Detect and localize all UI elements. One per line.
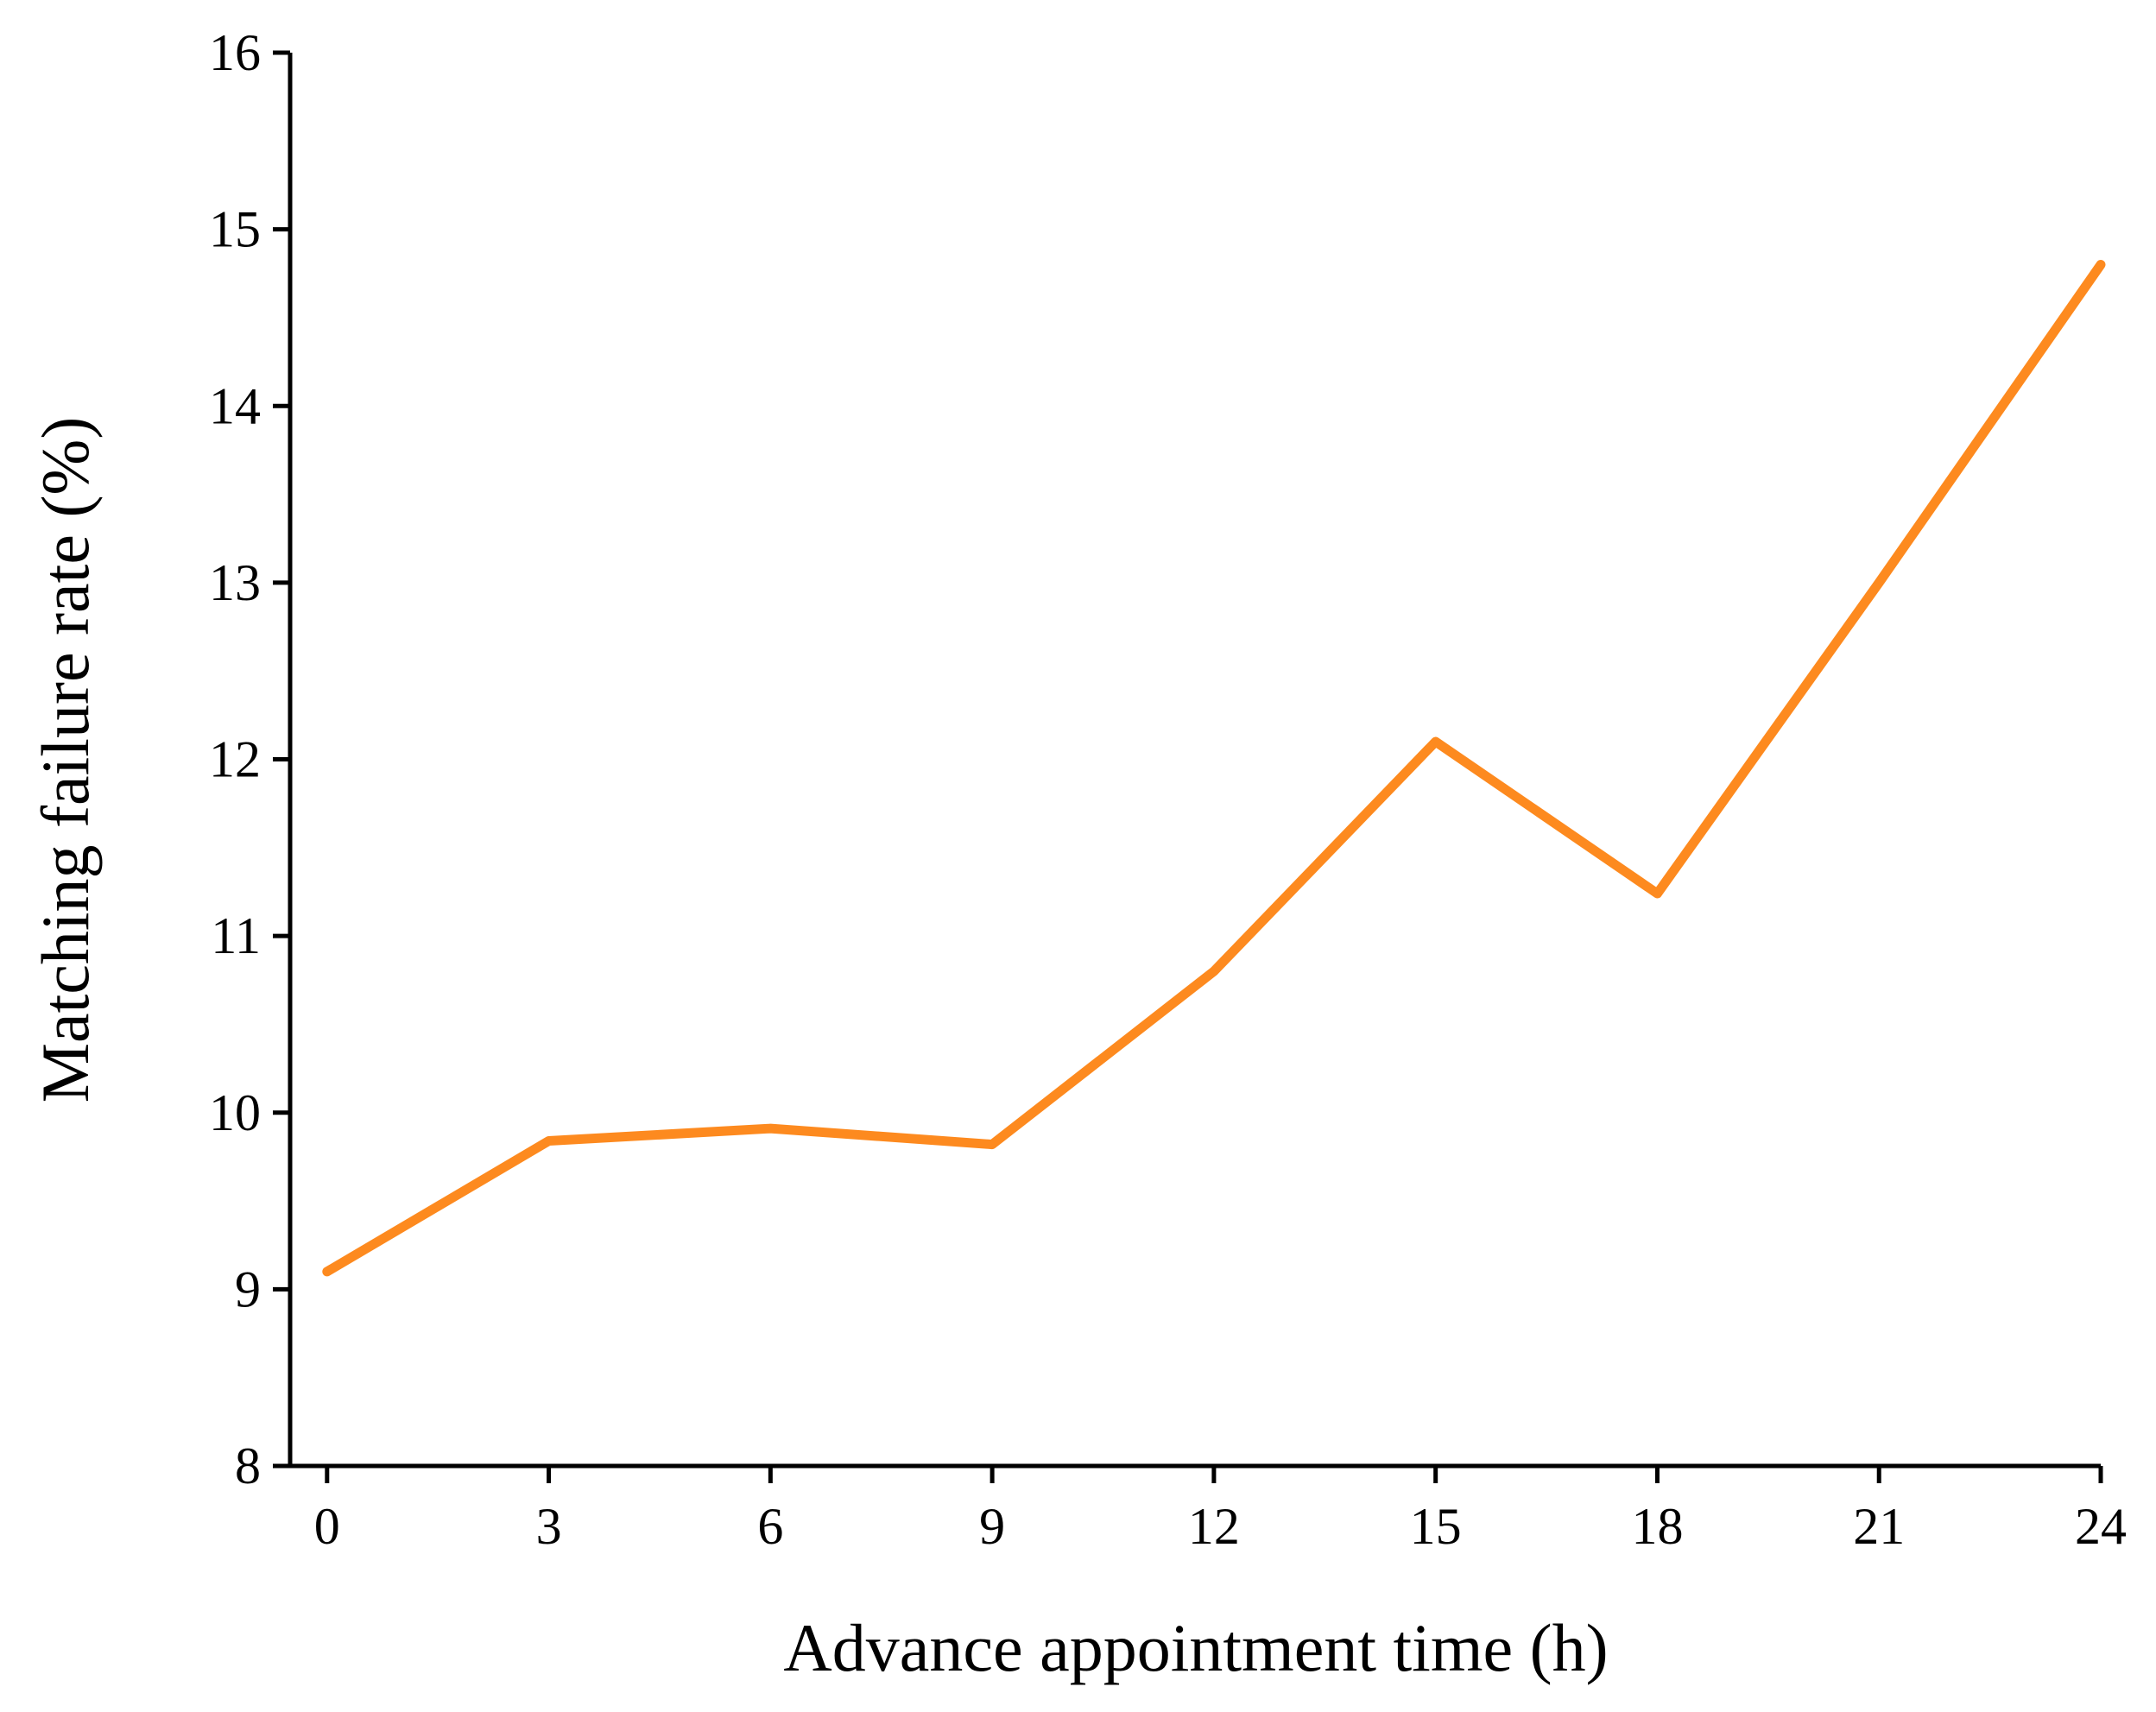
y-tick-label: 8: [235, 1437, 261, 1494]
x-tick-label: 12: [1188, 1498, 1240, 1555]
y-tick-label: 10: [209, 1084, 261, 1141]
y-axis-title: Matching failure rate (%): [28, 417, 103, 1103]
x-tick-label: 18: [1631, 1498, 1683, 1555]
data-line: [322, 260, 2106, 1277]
y-tick-label: 15: [209, 201, 261, 258]
x-axis-title: Advance appointment time (h): [783, 1610, 1608, 1685]
x-tick-label: 21: [1853, 1498, 1905, 1555]
x-tick-label: 0: [314, 1498, 340, 1555]
y-tick-label: 9: [235, 1260, 261, 1317]
x-tick-label: 6: [757, 1498, 783, 1555]
x-tick-label: 15: [1410, 1498, 1462, 1555]
y-tick-label: 14: [209, 377, 261, 434]
y-tick-label: 13: [209, 554, 261, 611]
x-tick-label: 24: [2075, 1498, 2127, 1555]
x-tick-label: 9: [979, 1498, 1005, 1555]
y-tick-label: 11: [211, 907, 261, 964]
y-tick-label: 16: [209, 24, 261, 81]
y-tick-label: 12: [209, 731, 261, 788]
x-tick-label: 3: [536, 1498, 562, 1555]
